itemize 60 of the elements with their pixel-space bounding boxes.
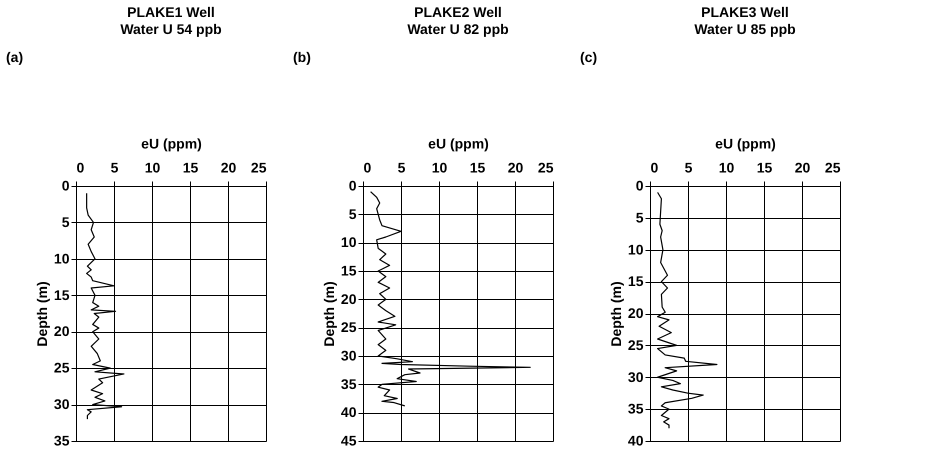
chart-title: PLAKE3 Well	[701, 4, 789, 20]
x-tick-label: 5	[398, 160, 406, 176]
y-tick-label: 30	[54, 396, 70, 412]
x-tick-label: 15	[182, 160, 198, 176]
y-tick-label: 0	[636, 178, 644, 194]
y-tick-label: 5	[62, 214, 70, 230]
x-axis-title: eU (ppm)	[141, 136, 202, 152]
chart-title: PLAKE1 Well	[127, 4, 215, 20]
x-tick-label: 5	[110, 160, 119, 176]
text: (c)	[580, 49, 598, 65]
x-tick-label: 15	[756, 160, 772, 176]
y-tick-label: 30	[340, 348, 357, 364]
y-tick-label: 20	[340, 290, 357, 307]
x-tick-label: 20	[794, 160, 810, 176]
y-tick-label: 10	[340, 234, 357, 250]
y-tick-label: 0	[62, 178, 70, 194]
x-tick-label: 25	[824, 160, 841, 176]
x-axis-title: eU (ppm)	[715, 136, 776, 152]
y-tick-label: 5	[636, 209, 644, 226]
x-tick-label: 10	[144, 160, 160, 176]
y-tick-label: 35	[628, 400, 644, 417]
y-tick-label: 15	[628, 273, 644, 290]
chart-subtitle: Water U 54 ppb	[120, 21, 222, 37]
y-tick-label: 40	[340, 404, 357, 420]
x-tick-label: 0	[76, 160, 84, 176]
x-tick-label: 0	[364, 160, 372, 176]
y-tick-label: 35	[340, 376, 357, 392]
y-tick-label: 20	[54, 323, 70, 340]
x-tick-label: 25	[538, 160, 554, 176]
chart-subtitle: Water U 82 ppb	[407, 21, 509, 37]
y-tick-label: 15	[340, 262, 357, 278]
y-tick-label: 45	[340, 432, 357, 448]
y-tick-label: 40	[628, 432, 644, 448]
x-tick-label: 5	[684, 160, 693, 176]
y-tick-label: 35	[54, 432, 70, 448]
y-tick-label: 10	[54, 250, 70, 266]
y-axis-title: Depth (m)	[608, 281, 624, 347]
y-tick-label: 25	[628, 336, 644, 353]
y-tick-label: 20	[628, 305, 644, 321]
chart-subtitle: Water U 85 ppb	[694, 21, 796, 37]
y-tick-label: 30	[628, 368, 644, 385]
x-tick-label: 20	[508, 160, 524, 176]
x-tick-label: 20	[220, 160, 236, 176]
x-axis-title: eU (ppm)	[428, 136, 489, 152]
y-tick-label: 10	[628, 241, 644, 258]
y-axis-title: Depth (m)	[320, 281, 337, 347]
x-tick-label: 25	[250, 160, 267, 176]
text: (b)	[293, 49, 311, 65]
y-tick-label: 5	[348, 206, 357, 222]
chart-title: PLAKE2 Well	[414, 4, 502, 20]
y-axis-title: Depth (m)	[34, 281, 50, 347]
x-tick-label: 15	[470, 160, 486, 176]
y-tick-label: 15	[54, 286, 70, 303]
y-tick-label: 25	[340, 319, 357, 336]
x-tick-label: 10	[432, 160, 448, 176]
text: (a)	[6, 49, 24, 65]
y-tick-label: 0	[348, 178, 357, 194]
y-tick-label: 25	[54, 360, 70, 376]
x-tick-label: 10	[718, 160, 734, 176]
x-tick-label: 0	[650, 160, 658, 176]
